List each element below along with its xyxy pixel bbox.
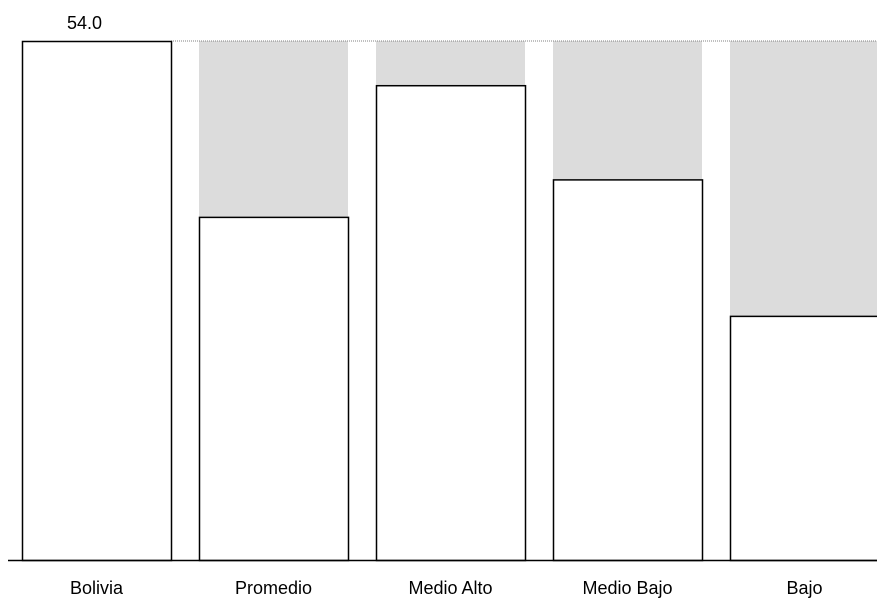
bar-layer [21, 40, 877, 562]
category-label-promedio: Promedio [235, 578, 312, 598]
gap-area-promedio [199, 41, 348, 217]
category-label-layer: Bolivia Promedio Medio Alto Medio Bajo Bajo [70, 578, 823, 598]
bar-medio-bajo [552, 179, 704, 562]
gap-layer [199, 41, 877, 316]
bar-bolivia [21, 40, 173, 562]
data-label-bolivia: 54.0 [67, 13, 102, 33]
bar-medio-alto [375, 84, 527, 562]
category-label-bajo: Bajo [786, 578, 822, 598]
category-label-medio-bajo: Medio Bajo [582, 578, 672, 598]
gap-area-bajo [730, 41, 877, 316]
bar-bajo [729, 315, 877, 562]
category-label-medio-alto: Medio Alto [408, 578, 492, 598]
gap-area-medio-alto [376, 41, 525, 86]
bar-promedio [198, 216, 350, 562]
gap-area-medio-bajo [553, 41, 702, 180]
category-label-bolivia: Bolivia [70, 578, 124, 598]
data-label-layer: 54.0 [67, 13, 102, 33]
